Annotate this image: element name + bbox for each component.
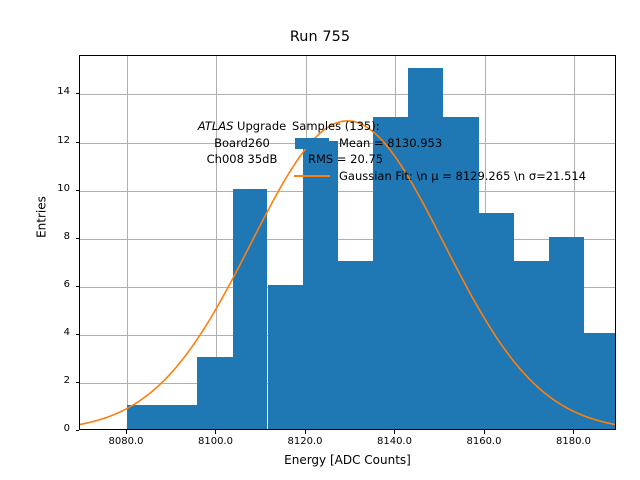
histogram-bar — [302, 140, 338, 429]
annotation-upgrade-label: Upgrade — [233, 119, 287, 133]
annotation-atlas-label: ATLAS — [197, 119, 234, 133]
x-tick-label: 8120.0 — [287, 436, 323, 447]
histogram-bar — [513, 260, 549, 429]
histogram-bar — [478, 212, 514, 429]
y-tick — [75, 430, 79, 431]
legend-bar-swatch-icon — [292, 135, 332, 151]
y-tick-label: 14 — [57, 86, 70, 98]
x-axis-label: Energy [ADC Counts] — [284, 453, 411, 467]
histogram-bar — [126, 404, 163, 429]
x-tick-label: 8100.0 — [197, 436, 233, 447]
page-title: Run 755 — [289, 29, 351, 45]
x-tick — [483, 430, 485, 434]
x-tick-label: 8140.0 — [376, 436, 412, 447]
gridline-horizontal — [80, 190, 615, 192]
legend: Samples (135): Mean = 8130.953 RMS = 20.… — [292, 118, 586, 184]
histogram-bar — [232, 188, 268, 429]
y-tick — [75, 333, 79, 335]
y-tick-label: 8 — [63, 230, 70, 242]
histogram-bar — [267, 284, 303, 429]
annotation-line-1: ATLAS Upgrade — [180, 118, 304, 135]
histogram-bar — [337, 260, 374, 429]
gridline-vertical — [216, 56, 218, 429]
annotation-line-2: Board260 — [214, 135, 270, 150]
histogram-bar — [583, 332, 615, 429]
gaussian-fit-curve — [80, 120, 615, 426]
gridline-horizontal — [80, 238, 615, 240]
atlas-annotation: ATLAS Upgrade Board260 Ch008 35dB — [180, 118, 304, 168]
histogram-bar — [197, 356, 233, 429]
gridline-horizontal — [80, 94, 615, 96]
y-tick-label: 12 — [57, 134, 70, 146]
legend-entry-gaussian-fit: Gaussian Fit: \n μ = 8129.265 \n σ=21.51… — [292, 168, 586, 185]
x-tick — [573, 430, 575, 434]
y-tick — [75, 141, 79, 143]
legend-line-swatch-icon — [292, 168, 332, 184]
x-tick-label: 8080.0 — [108, 436, 144, 447]
legend-samples-line1: Samples (135): — [292, 119, 380, 133]
gridline-vertical — [126, 56, 128, 429]
histogram-bar — [408, 68, 444, 429]
gridline-horizontal — [80, 142, 615, 144]
histogram-bar — [162, 404, 198, 429]
x-tick — [304, 430, 306, 434]
annotation-line-3: Ch008 35dB — [206, 152, 278, 166]
y-tick — [75, 189, 79, 191]
y-tick — [75, 285, 79, 287]
y-tick-label: 10 — [57, 182, 70, 194]
x-tick-label: 8180.0 — [555, 436, 591, 447]
y-tick-label: 0 — [63, 423, 70, 434]
legend-samples-line3: RMS = 20.75 — [308, 152, 384, 166]
y-tick-label: 4 — [63, 326, 70, 338]
legend-samples-line2: Mean = 8130.953 — [339, 135, 443, 150]
y-tick-label: 2 — [63, 374, 70, 386]
x-tick — [394, 430, 396, 434]
x-tick — [125, 430, 127, 434]
histogram-bar — [443, 116, 479, 429]
y-tick — [75, 237, 79, 239]
histogram-bar — [548, 236, 584, 429]
legend-samples-text: Samples (135): Mean = 8130.953 RMS = 20.… — [292, 118, 443, 168]
x-tick-label: 8160.0 — [466, 436, 502, 447]
x-tick — [215, 430, 217, 434]
y-tick-label: 6 — [63, 278, 70, 290]
legend-gaussian-label: Gaussian Fit: \n μ = 8129.265 \n σ=21.51… — [339, 168, 587, 183]
legend-entry-samples: Samples (135): Mean = 8130.953 RMS = 20.… — [292, 118, 586, 168]
y-tick — [75, 381, 79, 383]
plot-area: ATLAS Upgrade Board260 Ch008 35dB Sample… — [79, 55, 616, 430]
y-tick — [75, 93, 79, 95]
